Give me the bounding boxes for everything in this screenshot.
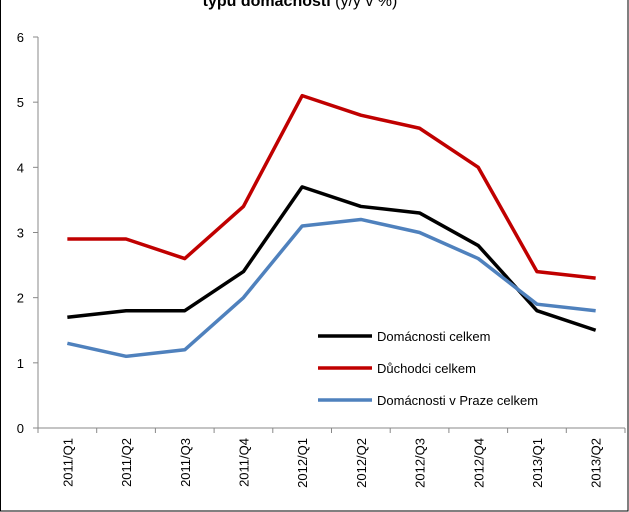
y-tick-label: 4 xyxy=(17,160,24,175)
x-tick-label: 2013/Q1 xyxy=(530,438,545,488)
x-tick-label: 2012/Q3 xyxy=(413,438,428,488)
x-tick-label: 2011/Q4 xyxy=(236,438,251,487)
title-bold: typu domácností xyxy=(203,0,332,10)
y-tick-label: 6 xyxy=(17,30,24,45)
y-tick-label: 1 xyxy=(17,356,24,371)
chart-title: typu domácností (y/y v %) xyxy=(203,0,398,10)
y-tick-label: 3 xyxy=(17,226,24,241)
x-tick-label: 2012/Q1 xyxy=(295,438,310,488)
x-tick-label: 2011/Q1 xyxy=(60,438,75,487)
series-line xyxy=(67,185,597,332)
x-tick-label: 2011/Q3 xyxy=(178,438,193,487)
y-tick-label: 5 xyxy=(17,95,24,110)
x-tick-label: 2011/Q2 xyxy=(119,438,134,487)
title-rest: (y/y v %) xyxy=(335,0,397,10)
x-tick-label: 2012/Q2 xyxy=(354,438,369,488)
x-tick-label: 2013/Q2 xyxy=(589,438,604,488)
y-tick-label: 2 xyxy=(17,291,24,306)
legend-label: Domácnosti celkem xyxy=(377,329,490,344)
series-line xyxy=(66,217,596,359)
y-tick-label: 0 xyxy=(17,421,24,436)
series-line xyxy=(67,93,596,280)
legend-label: Důchodci celkem xyxy=(377,361,476,376)
x-tick-label: 2012/Q4 xyxy=(471,438,486,488)
legend-label: Domácnosti v Praze celkem xyxy=(377,393,538,408)
